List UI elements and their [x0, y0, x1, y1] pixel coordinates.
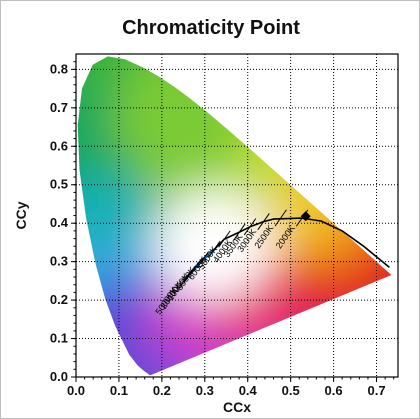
- y-tick-label: 0.1: [50, 331, 68, 346]
- y-tick-label: 0.3: [50, 254, 68, 269]
- x-tick-label: 0.5: [282, 383, 300, 398]
- x-tick-label: 0.3: [196, 383, 214, 398]
- isotherm-lines: [178, 209, 309, 289]
- x-tick-label: 0.6: [325, 383, 343, 398]
- y-tick-label: 0.0: [50, 369, 68, 384]
- chromaticity-point: [300, 211, 311, 222]
- chromaticity-point-layer: [300, 211, 311, 222]
- y-tick-label: 0.2: [50, 292, 68, 307]
- x-tick-label: 0.7: [367, 383, 385, 398]
- y-tick-label: 0.8: [50, 61, 68, 76]
- chart-title: Chromaticity Point: [122, 17, 300, 39]
- isotherm-line: [218, 230, 231, 248]
- x-tick-label: 0.4: [239, 383, 258, 398]
- isotherm-line: [183, 265, 196, 283]
- isotherm-line: [274, 209, 287, 227]
- y-tick-label: 0.6: [50, 138, 68, 153]
- color-blob: [113, 56, 254, 186]
- y-tick-label: 0.7: [50, 100, 68, 115]
- isotherm-line: [190, 257, 203, 275]
- y-axis-label: CCy: [13, 201, 29, 229]
- x-tick-label: 0.0: [67, 383, 85, 398]
- color-blob: [153, 191, 274, 302]
- y-tick-label: 0.4: [50, 215, 69, 230]
- x-tick-label: 0.2: [153, 383, 171, 398]
- x-tick-label: 0.1: [110, 383, 128, 398]
- isotherm-line: [178, 271, 191, 289]
- x-axis-label: CCx: [223, 399, 251, 415]
- y-tick-label: 0.5: [50, 177, 68, 192]
- isotherm-line: [208, 240, 221, 258]
- isotherm-line: [243, 218, 257, 236]
- isotherm-line: [233, 223, 246, 241]
- isotherm-line: [196, 251, 209, 269]
- axes: 0.0 0.1 0.2 0.3 0.4 0.5 0.6 0.7 0.0 0.1 0.2 0.3 0.4 0…: [50, 53, 399, 398]
- isotherm-line: [257, 213, 270, 231]
